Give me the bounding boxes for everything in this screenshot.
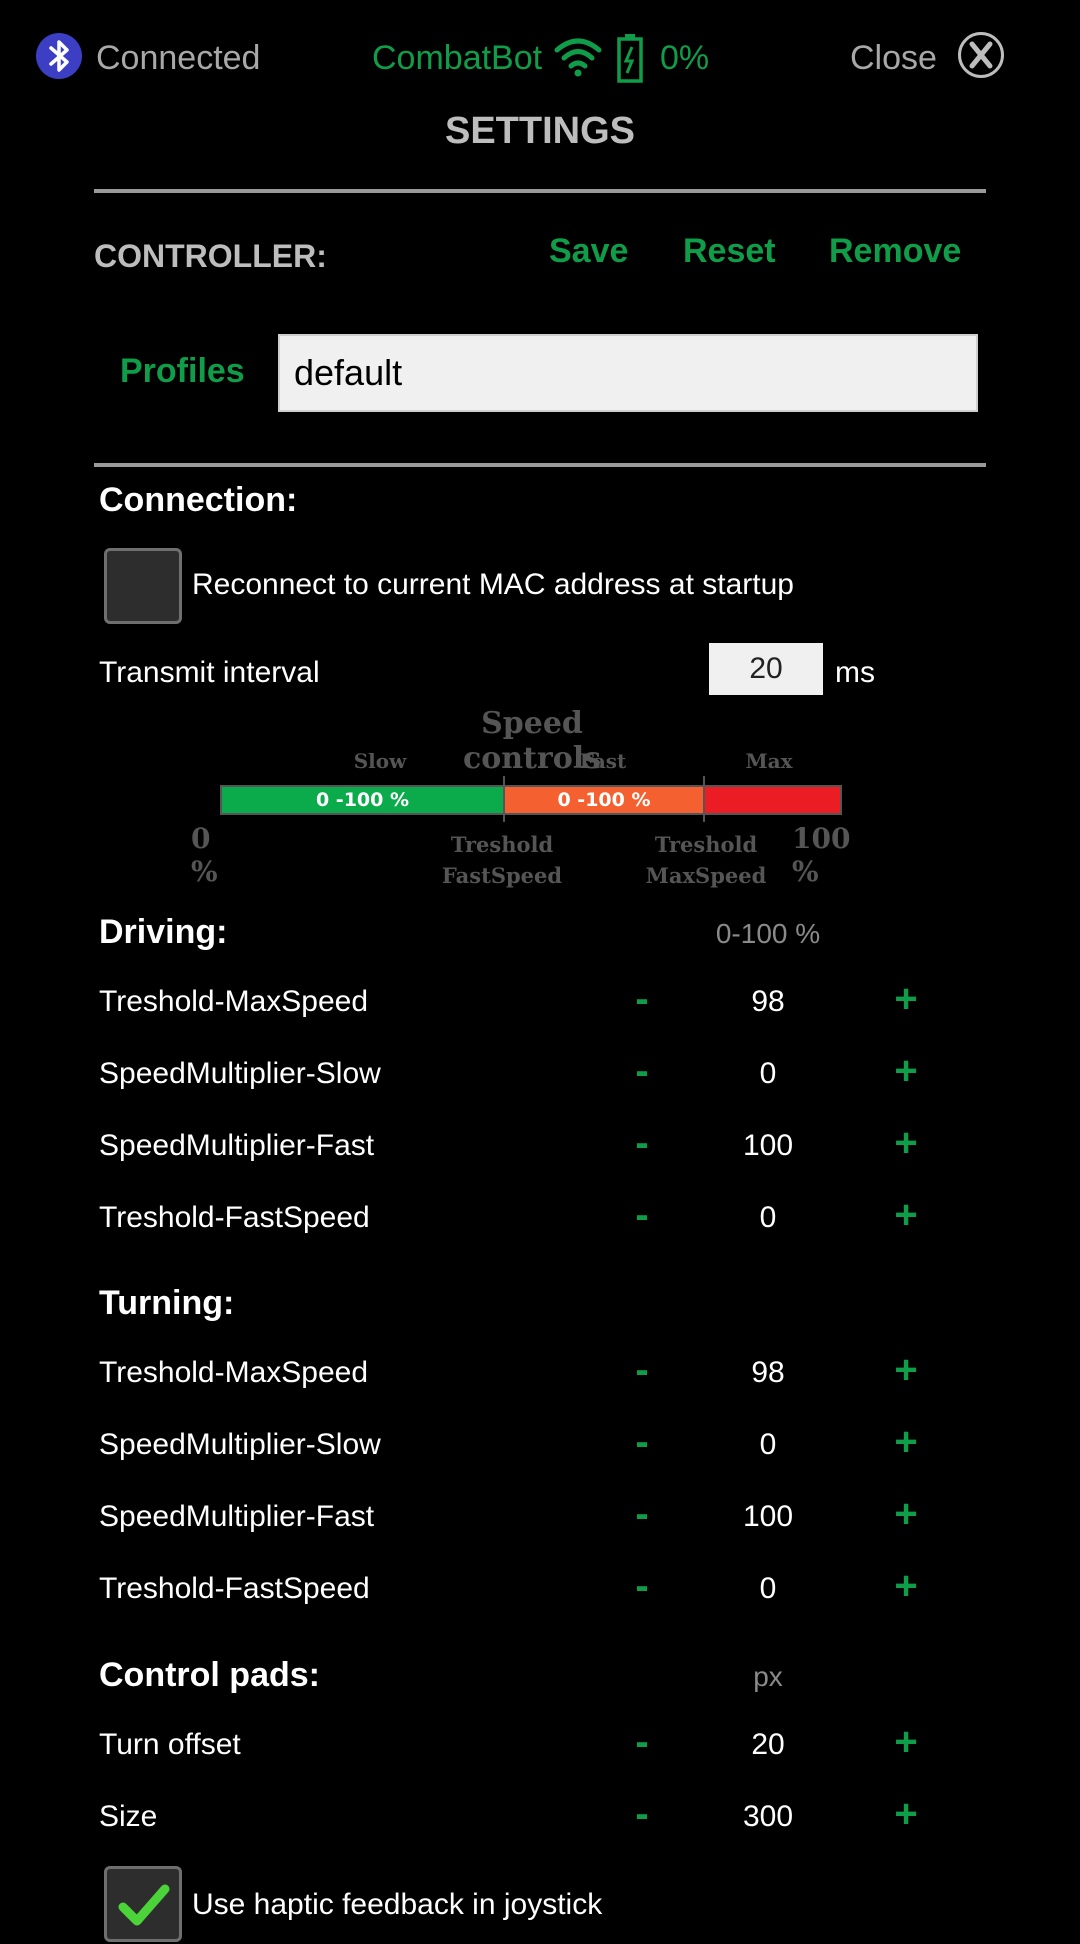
turning-speedmultiplier-slow-increase[interactable]: +	[894, 1420, 918, 1464]
wifi-icon	[553, 36, 603, 78]
turning-treshold-fastspeed-decrease[interactable]: -	[635, 1564, 649, 1608]
close-icon[interactable]	[958, 32, 1004, 78]
max-percent-label: 100 %	[792, 822, 851, 888]
connection-section-title: Connection:	[99, 481, 298, 519]
divider	[94, 463, 986, 467]
speed-controls-title: Speed controls	[462, 706, 602, 776]
driving-treshold-maxspeed-decrease[interactable]: -	[635, 977, 649, 1021]
turning-section-title: Turning:	[99, 1284, 235, 1322]
turning-value-speedmultiplier-fast: 100	[742, 1500, 794, 1533]
driving-label-speedmultiplier-slow: SpeedMultiplier-Slow	[99, 1057, 381, 1090]
slow-range-bar: 0 -100 %	[220, 785, 505, 815]
turning-label-speedmultiplier-slow: SpeedMultiplier-Slow	[99, 1428, 381, 1461]
turning-treshold-maxspeed-increase[interactable]: +	[894, 1348, 918, 1392]
pads-label-turn-offset: Turn offset	[99, 1728, 241, 1761]
haptic-label: Use haptic feedback in joystick	[192, 1888, 603, 1921]
driving-speedmultiplier-fast-increase[interactable]: +	[894, 1121, 918, 1165]
slow-label: Slow	[353, 749, 407, 773]
max-range-bar	[703, 785, 842, 815]
turning-speedmultiplier-fast-decrease[interactable]: -	[635, 1492, 649, 1536]
checkmark-icon	[118, 1884, 170, 1926]
reset-button[interactable]: Reset	[683, 232, 776, 270]
pads-turn-offset-increase[interactable]: +	[894, 1720, 918, 1764]
turning-value-treshold-maxspeed: 98	[751, 1356, 785, 1389]
pads-turn-offset-decrease[interactable]: -	[635, 1720, 649, 1764]
turning-value-speedmultiplier-slow: 0	[759, 1428, 777, 1461]
driving-label-treshold-maxspeed: Treshold-MaxSpeed	[99, 985, 369, 1018]
transmit-interval-unit: ms	[835, 656, 875, 689]
pads-value-turn-offset: 20	[751, 1728, 785, 1761]
connection-status: Connected	[96, 39, 261, 77]
max-label: Max	[745, 749, 793, 773]
page-title: SETTINGS	[444, 110, 636, 152]
driving-speedmultiplier-fast-decrease[interactable]: -	[635, 1121, 649, 1165]
treshold-fastspeed-label-1: Treshold	[450, 832, 554, 857]
profile-name-input[interactable]	[278, 334, 978, 412]
divider	[94, 189, 986, 193]
transmit-interval-input[interactable]	[709, 643, 823, 695]
driving-treshold-fastspeed-increase[interactable]: +	[894, 1193, 918, 1237]
control-pads-section-title: Control pads:	[99, 1656, 320, 1694]
device-name: CombatBot	[372, 39, 543, 77]
turning-label-treshold-maxspeed: Treshold-MaxSpeed	[99, 1356, 369, 1389]
driving-unit-label: 0-100 %	[715, 918, 821, 949]
haptic-checkbox[interactable]	[104, 1866, 182, 1942]
driving-speedmultiplier-slow-increase[interactable]: +	[894, 1049, 918, 1093]
fast-range-bar: 0 -100 %	[503, 785, 705, 815]
reconnect-checkbox[interactable]	[104, 548, 182, 624]
turning-speedmultiplier-slow-decrease[interactable]: -	[635, 1420, 649, 1464]
transmit-interval-label: Transmit interval	[99, 656, 320, 689]
driving-section-title: Driving:	[99, 913, 228, 951]
control-pads-unit-label: px	[753, 1661, 783, 1692]
driving-speedmultiplier-slow-decrease[interactable]: -	[635, 1049, 649, 1093]
min-percent-label: 0 %	[191, 822, 218, 888]
pads-value-size: 300	[742, 1800, 794, 1833]
driving-value-speedmultiplier-slow: 0	[759, 1057, 777, 1090]
treshold-maxspeed-label-2: MaxSpeed	[645, 863, 767, 888]
battery-level: 0%	[660, 39, 710, 77]
fast-label: Fast	[579, 749, 627, 773]
close-label[interactable]: Close	[850, 39, 937, 77]
maxspeed-marker	[703, 776, 705, 822]
driving-label-treshold-fastspeed: Treshold-FastSpeed	[99, 1201, 370, 1234]
turning-speedmultiplier-fast-increase[interactable]: +	[894, 1492, 918, 1536]
remove-button[interactable]: Remove	[829, 232, 962, 270]
driving-treshold-maxspeed-increase[interactable]: +	[894, 977, 918, 1021]
treshold-maxspeed-label-1: Treshold	[654, 832, 758, 857]
pads-label-size: Size	[99, 1800, 158, 1833]
turning-label-treshold-fastspeed: Treshold-FastSpeed	[99, 1572, 370, 1605]
pads-size-decrease[interactable]: -	[635, 1792, 649, 1836]
controller-label: CONTROLLER:	[94, 238, 327, 274]
driving-value-speedmultiplier-fast: 100	[742, 1129, 794, 1162]
turning-treshold-maxspeed-decrease[interactable]: -	[635, 1348, 649, 1392]
reconnect-label: Reconnect to current MAC address at star…	[192, 568, 794, 601]
driving-treshold-fastspeed-decrease[interactable]: -	[635, 1193, 649, 1237]
save-button[interactable]: Save	[549, 232, 629, 270]
turning-value-treshold-fastspeed: 0	[759, 1572, 777, 1605]
turning-label-speedmultiplier-fast: SpeedMultiplier-Fast	[99, 1500, 375, 1533]
treshold-fastspeed-label-2: FastSpeed	[441, 863, 563, 888]
driving-label-speedmultiplier-fast: SpeedMultiplier-Fast	[99, 1129, 375, 1162]
fastspeed-marker	[503, 776, 505, 822]
driving-value-treshold-maxspeed: 98	[751, 985, 785, 1018]
bluetooth-icon	[36, 33, 82, 79]
pads-size-increase[interactable]: +	[894, 1792, 918, 1836]
driving-value-treshold-fastspeed: 0	[759, 1201, 777, 1234]
battery-icon	[617, 33, 643, 83]
turning-treshold-fastspeed-increase[interactable]: +	[894, 1564, 918, 1608]
profiles-button[interactable]: Profiles	[120, 352, 245, 390]
